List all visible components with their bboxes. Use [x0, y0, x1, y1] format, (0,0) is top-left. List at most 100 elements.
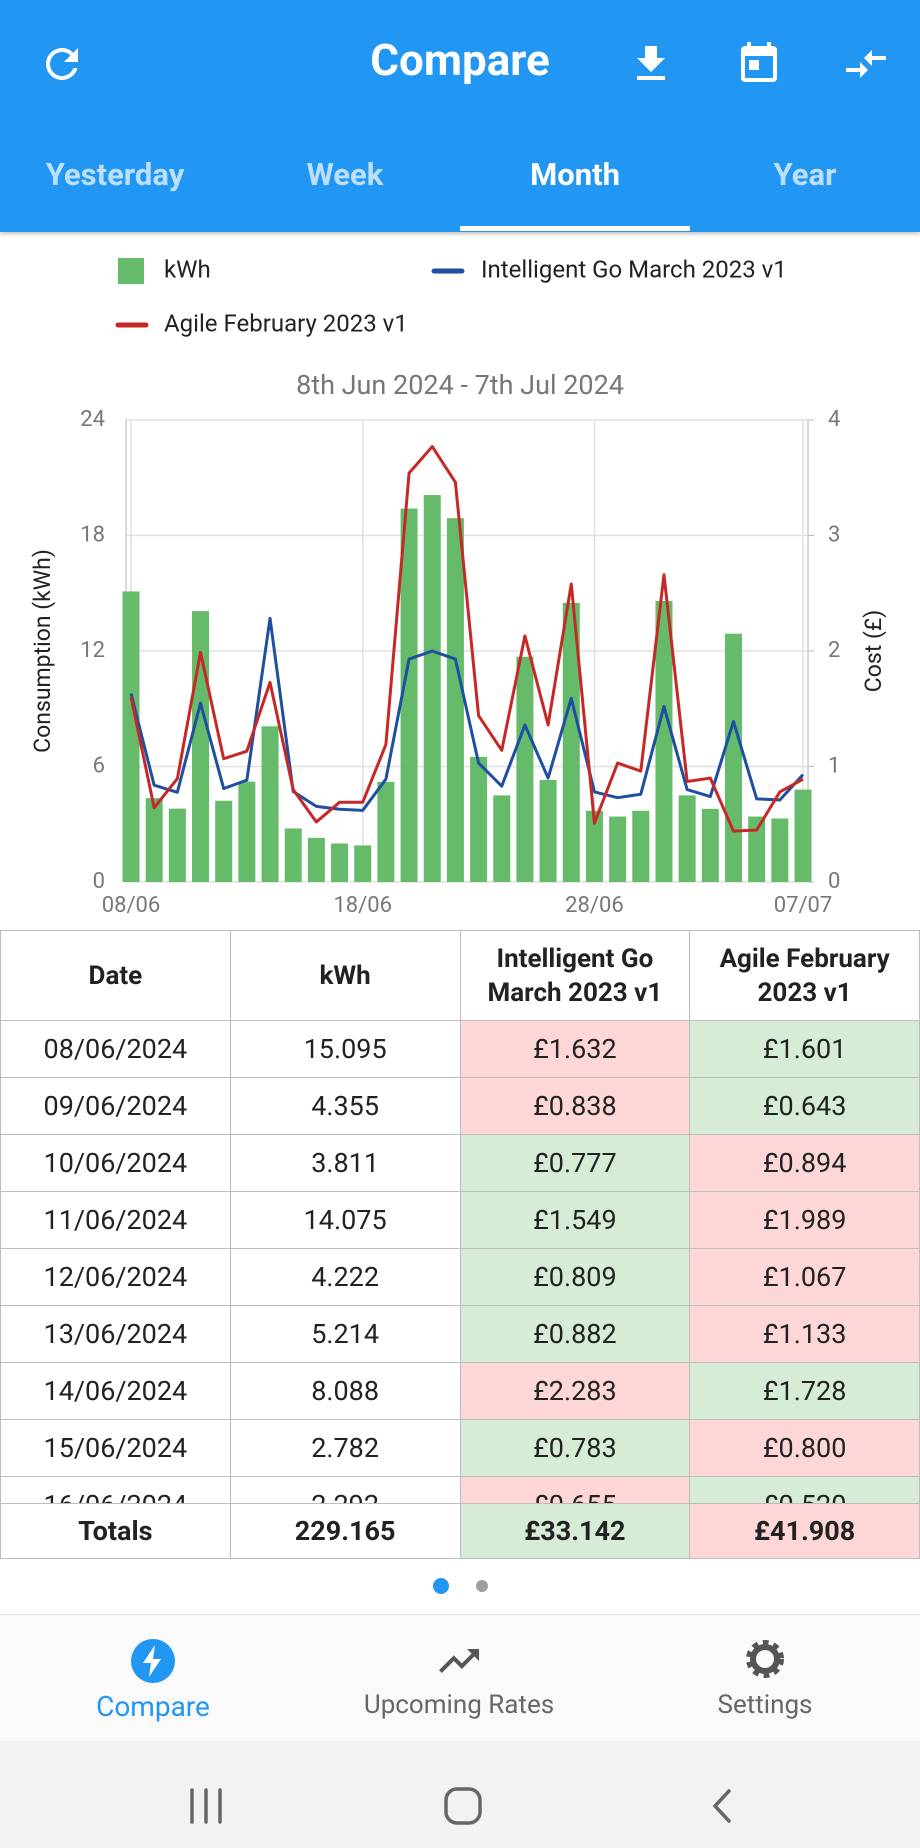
bar — [284, 828, 302, 882]
tab[interactable]: Yesterday — [45, 156, 185, 193]
y-tick-label: 24 — [80, 407, 105, 432]
table: 08/06/2024 15.095 £1.632 £1.601 09/06/2024 4.… — [0, 1020, 920, 1504]
header-cell: Agile February 2023 v1 — [689, 930, 920, 1021]
y2-tick-label: 3 — [828, 522, 840, 547]
bar — [701, 808, 719, 882]
bar — [516, 656, 534, 882]
cell: 11/06/2024 — [0, 1191, 231, 1249]
y2-tick-label: 2 — [828, 638, 840, 663]
cell: 09/06/2024 — [0, 1077, 231, 1135]
bar — [122, 591, 140, 882]
cell: £0.520 — [689, 1476, 920, 1504]
bar — [655, 600, 673, 882]
row: 08/06/2024 15.095 £1.632 £1.601 — [0, 1020, 920, 1078]
cell: £1.601 — [689, 1020, 920, 1078]
cell: £33.142 — [459, 1503, 691, 1559]
upcoming-nav-icon[interactable] — [435, 1637, 483, 1685]
row: 15/06/2024 2.782 £0.783 £0.800 — [0, 1419, 920, 1477]
system-nav — [0, 1741, 920, 1848]
cell: 12/06/2024 — [0, 1248, 231, 1306]
header-cell: kWh — [229, 930, 461, 1021]
bar — [539, 779, 557, 882]
cell: £1.632 — [459, 1020, 691, 1078]
legend-label: Agile February 2023 v1 — [164, 309, 408, 337]
y-tick-label: 12 — [80, 638, 105, 663]
bar — [331, 843, 349, 882]
cell: £0.643 — [689, 1077, 920, 1135]
settings-nav-icon[interactable] — [741, 1635, 789, 1683]
cell: 10/06/2024 — [0, 1134, 231, 1192]
nav-label[interactable]: Settings — [717, 1690, 813, 1720]
header-row: Date kWh Intelligent Go March 2023 v1 Agile… — [0, 930, 920, 1021]
totals: Totals 229.165 £33.142 £41.908 — [0, 1503, 920, 1559]
bar — [771, 818, 789, 882]
download-button[interactable] — [627, 40, 675, 88]
cell: 13/06/2024 — [0, 1305, 231, 1363]
tab[interactable]: Week — [306, 156, 384, 193]
bar — [678, 795, 696, 882]
bar — [423, 495, 441, 882]
cell: 15/06/2024 — [0, 1419, 231, 1477]
table-body: 08/06/2024 15.095 £1.632 £1.601 09/06/2024 4.… — [0, 1020, 920, 1504]
tab-indicator — [460, 226, 690, 231]
chart: 8th Jun 2024 - 7th Jul 2024 Consumption … — [29, 255, 887, 918]
cell: £1.989 — [689, 1191, 920, 1249]
bar — [724, 633, 742, 882]
compare-button[interactable] — [842, 40, 890, 88]
cell: £1.728 — [689, 1362, 920, 1420]
table: Totals 229.165 £33.142 £41.908 — [0, 1503, 920, 1559]
calendar-button[interactable] — [735, 38, 783, 86]
bar — [794, 789, 812, 882]
nav-label[interactable]: Upcoming Rates — [363, 1690, 555, 1720]
y2-tick-label: 1 — [828, 753, 840, 778]
y2-tick-label: 0 — [828, 869, 840, 894]
bar — [493, 795, 511, 882]
cell: Totals — [0, 1503, 231, 1559]
legend-label: Intelligent Go March 2023 v1 — [481, 255, 787, 283]
nav-label[interactable]: Compare — [96, 1690, 210, 1723]
x-tick-label: 08/06 — [102, 893, 161, 918]
bar — [215, 800, 233, 882]
bar — [446, 518, 464, 882]
tab-selected[interactable]: Month — [530, 156, 620, 193]
cell: 08/06/2024 — [0, 1020, 231, 1078]
header-cell: Intelligent Go March 2023 v1 — [459, 930, 691, 1021]
bar — [145, 798, 163, 882]
y-tick-label: 0 — [93, 869, 105, 894]
app-title: Compare — [370, 34, 550, 86]
legend-label: kWh — [164, 255, 211, 283]
cell: £2.283 — [459, 1362, 691, 1420]
cell: 5.214 — [229, 1305, 461, 1363]
compare-nav-icon[interactable] — [129, 1637, 177, 1685]
y-tick-label: 18 — [80, 522, 105, 547]
cell: £1.067 — [689, 1248, 920, 1306]
cell: £0.800 — [689, 1419, 920, 1477]
row: 14/06/2024 8.088 £2.283 £1.728 — [0, 1362, 920, 1420]
y-tick-label: 6 — [93, 753, 105, 778]
cell: 3.811 — [229, 1134, 461, 1192]
cell: £0.777 — [459, 1134, 691, 1192]
cell: £0.655 — [459, 1476, 691, 1504]
bar — [609, 816, 627, 882]
cell: 4.355 — [229, 1077, 461, 1135]
bar — [354, 845, 372, 882]
page-indicator — [433, 1578, 488, 1594]
row: 12/06/2024 4.222 £0.809 £1.067 — [0, 1248, 920, 1306]
cell: 8.088 — [229, 1362, 461, 1420]
y2-tick-label: 4 — [828, 407, 840, 432]
totals-row: Totals 229.165 £33.142 £41.908 — [0, 1503, 920, 1559]
cell: £0.783 — [459, 1419, 691, 1477]
row: 10/06/2024 3.811 £0.777 £0.894 — [0, 1134, 920, 1192]
cell: £0.882 — [459, 1305, 691, 1363]
x-tick-label: 18/06 — [333, 893, 392, 918]
legend-swatch — [118, 258, 144, 284]
tab[interactable]: Year — [773, 156, 837, 193]
table: Date kWh Intelligent Go March 2023 v1 Agile… — [0, 930, 920, 1021]
row: 11/06/2024 14.075 £1.549 £1.989 — [0, 1191, 920, 1249]
cell: £1.549 — [459, 1191, 691, 1249]
bar — [748, 816, 766, 882]
cell: £0.809 — [459, 1248, 691, 1306]
x-tick-label: 28/06 — [565, 893, 624, 918]
